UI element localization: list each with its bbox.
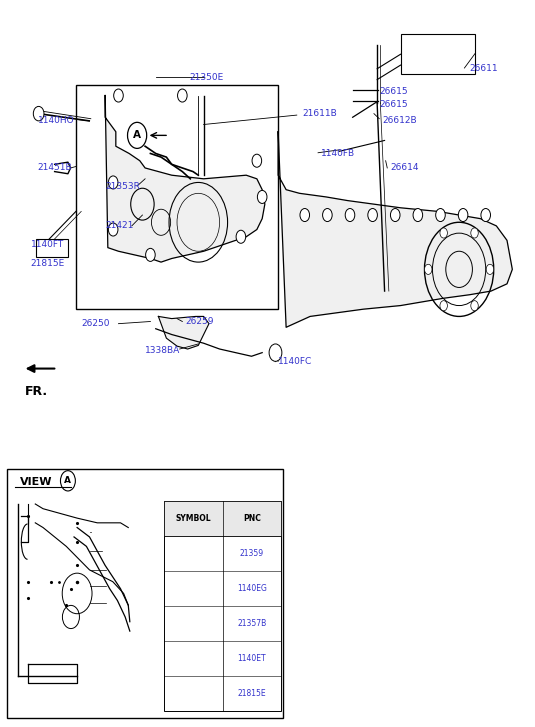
- Circle shape: [109, 176, 118, 189]
- Circle shape: [458, 209, 468, 222]
- Circle shape: [471, 301, 478, 311]
- Text: 1140HO: 1140HO: [37, 116, 74, 125]
- Text: 21815E: 21815E: [30, 259, 65, 268]
- Circle shape: [33, 106, 44, 121]
- Text: 26259: 26259: [185, 317, 213, 326]
- Text: PNC: PNC: [243, 514, 261, 523]
- Text: 21451B: 21451B: [37, 164, 72, 172]
- Circle shape: [440, 228, 447, 238]
- Text: 1338BA: 1338BA: [145, 346, 180, 355]
- Text: a: a: [74, 486, 80, 494]
- Circle shape: [146, 249, 155, 262]
- Text: a: a: [191, 549, 196, 558]
- Text: d: d: [110, 582, 116, 591]
- Text: d: d: [110, 566, 116, 574]
- Text: c: c: [191, 619, 196, 628]
- Text: b: b: [191, 584, 196, 593]
- Text: 21353R: 21353R: [105, 182, 140, 190]
- Text: 1140FC: 1140FC: [278, 357, 312, 366]
- Polygon shape: [158, 316, 209, 349]
- Bar: [36, 239, 68, 257]
- Text: e: e: [191, 689, 196, 698]
- Bar: [7, 468, 284, 718]
- Text: b: b: [16, 535, 21, 544]
- Bar: [401, 34, 475, 74]
- Circle shape: [236, 230, 246, 244]
- Circle shape: [471, 228, 478, 238]
- Circle shape: [178, 89, 187, 102]
- Text: 26615: 26615: [379, 100, 408, 109]
- Text: a: a: [74, 683, 80, 692]
- Text: SYMBOL: SYMBOL: [175, 514, 211, 523]
- Text: 1140ET: 1140ET: [238, 654, 266, 663]
- Text: 26614: 26614: [390, 164, 418, 172]
- Text: 26611: 26611: [470, 63, 499, 73]
- Text: c: c: [87, 619, 92, 629]
- Text: d: d: [191, 654, 196, 663]
- Circle shape: [257, 190, 267, 204]
- Text: e: e: [68, 566, 73, 574]
- Text: 1140FT: 1140FT: [30, 239, 64, 249]
- Circle shape: [486, 265, 494, 274]
- Text: a: a: [19, 486, 24, 494]
- Circle shape: [413, 209, 423, 222]
- Text: 1140EG: 1140EG: [237, 584, 266, 593]
- Text: VIEW: VIEW: [20, 476, 52, 486]
- Text: 21357B: 21357B: [237, 619, 266, 628]
- Circle shape: [391, 209, 400, 222]
- Circle shape: [368, 209, 377, 222]
- Circle shape: [109, 223, 118, 236]
- Text: 21359: 21359: [240, 549, 264, 558]
- Text: 26615: 26615: [379, 87, 408, 96]
- Bar: [164, 501, 281, 536]
- Bar: [76, 84, 278, 309]
- Text: c: c: [16, 566, 20, 574]
- Text: 26612B: 26612B: [382, 116, 417, 124]
- Bar: [164, 501, 281, 711]
- Polygon shape: [105, 95, 265, 262]
- Circle shape: [345, 209, 355, 222]
- Text: A: A: [133, 130, 141, 140]
- Text: a: a: [19, 683, 24, 692]
- Circle shape: [252, 154, 262, 167]
- Circle shape: [114, 89, 123, 102]
- Circle shape: [440, 301, 447, 311]
- Circle shape: [323, 209, 332, 222]
- Text: d: d: [95, 528, 100, 537]
- Circle shape: [127, 122, 147, 148]
- Circle shape: [424, 265, 432, 274]
- Circle shape: [435, 209, 445, 222]
- Text: 1140FB: 1140FB: [320, 149, 355, 158]
- Text: d: d: [105, 547, 111, 555]
- Text: d: d: [110, 598, 116, 607]
- Text: 21611B: 21611B: [302, 109, 337, 119]
- Text: 26250: 26250: [81, 319, 110, 328]
- Text: 21421: 21421: [105, 222, 134, 230]
- Text: e: e: [68, 631, 73, 640]
- Circle shape: [300, 209, 310, 222]
- Text: FR.: FR.: [25, 385, 48, 398]
- Circle shape: [481, 209, 491, 222]
- Circle shape: [269, 344, 282, 361]
- Text: a: a: [19, 589, 24, 598]
- Text: 21350E: 21350E: [189, 73, 224, 82]
- Text: A: A: [64, 476, 71, 486]
- Polygon shape: [278, 132, 513, 327]
- Text: 21815E: 21815E: [238, 689, 266, 698]
